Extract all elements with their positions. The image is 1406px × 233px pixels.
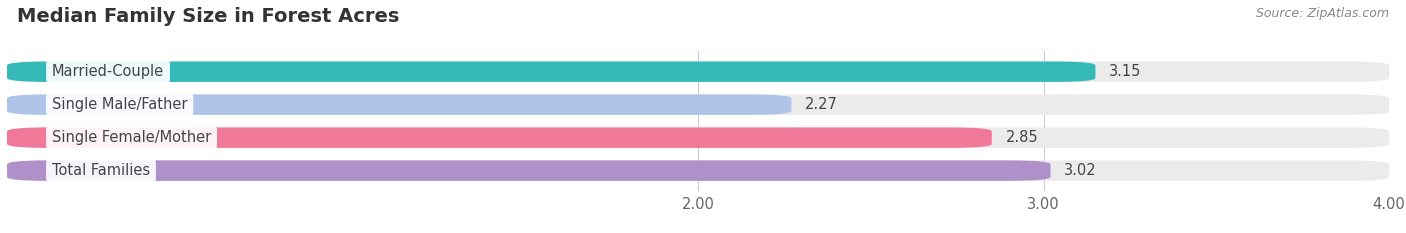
Text: 3.15: 3.15	[1109, 64, 1142, 79]
FancyBboxPatch shape	[7, 62, 1095, 82]
FancyBboxPatch shape	[7, 160, 1389, 181]
FancyBboxPatch shape	[7, 62, 1389, 82]
FancyBboxPatch shape	[7, 127, 1389, 148]
FancyBboxPatch shape	[7, 94, 792, 115]
Text: Married-Couple: Married-Couple	[52, 64, 165, 79]
Text: 2.85: 2.85	[1005, 130, 1038, 145]
Text: Source: ZipAtlas.com: Source: ZipAtlas.com	[1256, 7, 1389, 20]
FancyBboxPatch shape	[7, 160, 1050, 181]
Text: 2.27: 2.27	[806, 97, 838, 112]
Text: 3.02: 3.02	[1064, 163, 1097, 178]
Text: Total Families: Total Families	[52, 163, 150, 178]
FancyBboxPatch shape	[7, 127, 991, 148]
Text: Single Female/Mother: Single Female/Mother	[52, 130, 211, 145]
Text: Median Family Size in Forest Acres: Median Family Size in Forest Acres	[17, 7, 399, 26]
FancyBboxPatch shape	[7, 94, 1389, 115]
Text: Single Male/Father: Single Male/Father	[52, 97, 187, 112]
